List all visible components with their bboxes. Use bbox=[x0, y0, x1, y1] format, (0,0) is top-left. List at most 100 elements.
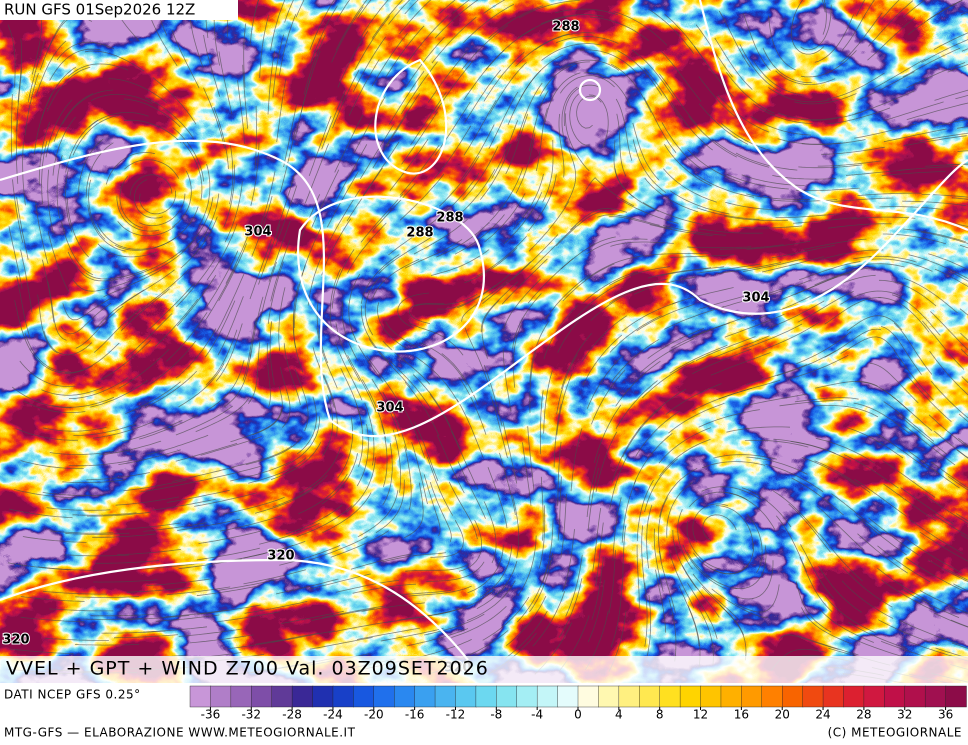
streamline bbox=[405, 36, 445, 88]
streamline bbox=[733, 545, 767, 589]
streamline bbox=[934, 268, 968, 287]
streamline bbox=[951, 197, 968, 200]
streamline bbox=[213, 106, 229, 170]
streamline bbox=[822, 0, 827, 35]
streamline bbox=[947, 63, 968, 73]
streamline bbox=[819, 533, 863, 582]
streamline bbox=[698, 228, 763, 234]
streamline bbox=[512, 494, 520, 559]
streamline bbox=[382, 552, 446, 563]
streamline bbox=[92, 533, 157, 538]
contour-label: 320 bbox=[267, 549, 294, 564]
streamline bbox=[382, 391, 408, 452]
streamline bbox=[408, 303, 445, 325]
streamline bbox=[166, 586, 231, 596]
streamline bbox=[252, 386, 283, 436]
streamline bbox=[138, 243, 193, 279]
streamline bbox=[217, 296, 244, 356]
streamline bbox=[385, 321, 437, 360]
streamline bbox=[919, 590, 968, 614]
streamline bbox=[93, 308, 141, 353]
streamline bbox=[250, 142, 260, 206]
streamline bbox=[559, 75, 615, 94]
color-box bbox=[761, 685, 783, 708]
streamline bbox=[321, 218, 352, 276]
streamline bbox=[877, 545, 931, 583]
contour-line bbox=[0, 139, 968, 438]
color-box bbox=[210, 685, 232, 708]
streamline bbox=[669, 344, 728, 374]
streamline bbox=[920, 231, 968, 244]
streamline bbox=[88, 179, 106, 240]
streamline bbox=[904, 278, 958, 314]
streamline bbox=[335, 144, 368, 201]
streamline bbox=[799, 261, 861, 281]
streamline bbox=[372, 183, 416, 232]
streamline bbox=[482, 261, 531, 305]
streamline bbox=[44, 637, 109, 641]
streamline bbox=[746, 364, 808, 385]
streamline bbox=[668, 549, 695, 609]
streamline bbox=[869, 362, 919, 404]
streamline bbox=[512, 173, 544, 230]
streamline bbox=[411, 441, 428, 505]
streamline bbox=[527, 174, 557, 232]
streamline bbox=[824, 328, 881, 358]
streamline bbox=[269, 321, 275, 386]
streamline bbox=[958, 413, 968, 423]
streamline bbox=[543, 305, 578, 360]
streamline bbox=[918, 132, 968, 142]
color-box bbox=[455, 685, 477, 708]
streamline bbox=[903, 0, 926, 18]
streamline bbox=[285, 416, 320, 466]
streamline bbox=[72, 512, 137, 516]
streamline bbox=[335, 0, 368, 51]
streamline bbox=[321, 394, 334, 457]
colorbar-tick-label: -28 bbox=[282, 708, 302, 722]
streamline bbox=[279, 13, 297, 76]
streamline bbox=[928, 414, 968, 449]
streamline bbox=[216, 611, 280, 623]
streamline bbox=[502, 348, 512, 412]
streamline bbox=[350, 553, 414, 570]
streamline bbox=[481, 300, 500, 359]
streamline bbox=[249, 0, 259, 45]
streamline bbox=[855, 0, 865, 17]
streamline bbox=[900, 487, 954, 525]
color-box bbox=[414, 685, 436, 708]
streamline bbox=[172, 127, 205, 182]
streamline bbox=[347, 222, 387, 274]
streamline bbox=[857, 71, 915, 101]
streamline bbox=[415, 356, 460, 404]
streamline bbox=[544, 274, 590, 321]
streamline bbox=[90, 613, 155, 617]
streamline bbox=[337, 417, 354, 479]
streamline bbox=[72, 278, 131, 292]
streamline bbox=[270, 0, 286, 51]
streamline bbox=[795, 187, 860, 191]
streamline bbox=[724, 215, 789, 221]
streamline bbox=[380, 627, 444, 642]
streamline bbox=[582, 334, 623, 386]
streamline bbox=[512, 234, 559, 280]
streamline bbox=[619, 198, 679, 224]
contour-line bbox=[698, 0, 968, 232]
streamline bbox=[693, 552, 748, 575]
streamline bbox=[688, 115, 737, 158]
streamline bbox=[87, 205, 126, 252]
streamline bbox=[308, 115, 332, 177]
streamline bbox=[429, 481, 452, 542]
streamline bbox=[698, 409, 760, 428]
streamline bbox=[956, 449, 968, 459]
streamline bbox=[60, 302, 112, 335]
color-box bbox=[639, 685, 661, 708]
streamline bbox=[360, 193, 404, 243]
streamline bbox=[275, 169, 297, 232]
streamline bbox=[245, 436, 303, 466]
streamline bbox=[8, 226, 23, 289]
color-box bbox=[496, 685, 518, 708]
streamline bbox=[851, 216, 916, 220]
streamline bbox=[294, 369, 309, 431]
streamline bbox=[371, 259, 420, 301]
streamline bbox=[928, 253, 968, 270]
